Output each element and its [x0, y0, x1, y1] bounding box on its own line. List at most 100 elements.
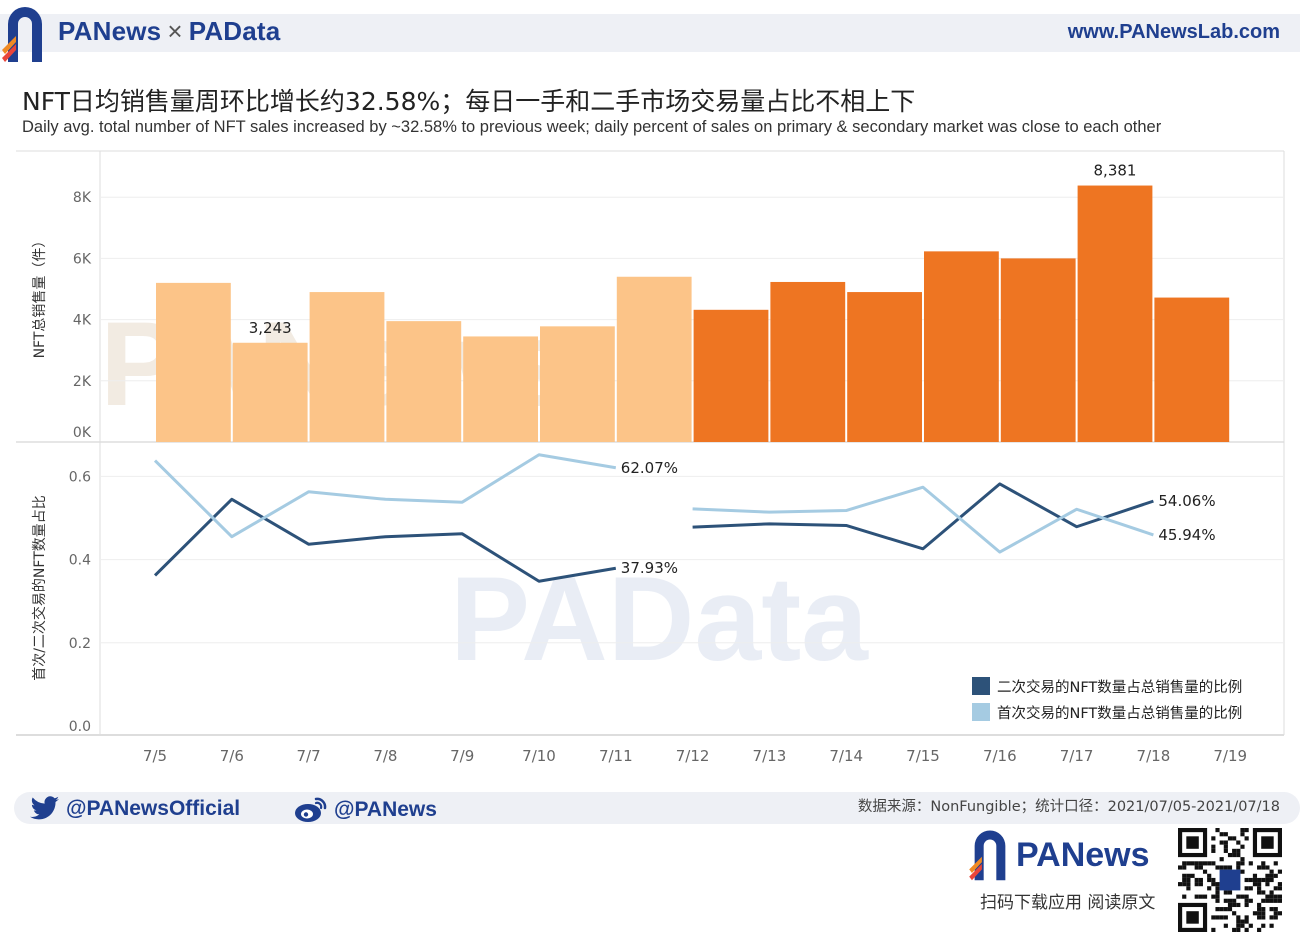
bar-7-8 — [386, 321, 462, 442]
qr-module — [1227, 898, 1233, 903]
site-url-link[interactable]: www.PANewsLab.com — [1067, 21, 1280, 43]
bottom-brand: PANews — [1016, 836, 1150, 874]
qr-module — [1265, 882, 1270, 887]
qr-finder-core — [1261, 836, 1274, 849]
qr-module — [1232, 852, 1237, 858]
qr-module — [1186, 861, 1191, 866]
qr-module — [1277, 898, 1282, 903]
qr-module — [1240, 857, 1245, 862]
qr-module — [1252, 911, 1258, 916]
qr-module — [1240, 861, 1245, 866]
qr-module — [1265, 898, 1270, 903]
qr-module — [1261, 915, 1266, 920]
bar-data-label: 8,381 — [1094, 162, 1137, 180]
qr-module — [1198, 894, 1203, 899]
qr-module — [1244, 915, 1249, 920]
qr-module — [1190, 873, 1195, 878]
qr-module — [1219, 865, 1224, 870]
qr-module — [1207, 886, 1212, 891]
xtick-label: 7/14 — [829, 747, 863, 765]
qr-module — [1186, 886, 1191, 891]
qr-module — [1257, 907, 1262, 912]
qr-module — [1273, 915, 1278, 920]
qr-module — [1232, 898, 1237, 903]
qr-module — [1236, 840, 1241, 845]
qr-module — [1198, 882, 1203, 887]
qr-module — [1273, 886, 1278, 891]
line-ytick-label: 0.6 — [69, 469, 91, 485]
bar-ytick-label: 6K — [73, 251, 92, 267]
qr-module — [1232, 836, 1237, 841]
qr-module — [1215, 894, 1220, 899]
qr-module — [1215, 882, 1220, 887]
bar-7-12 — [693, 309, 769, 442]
qr-module — [1257, 865, 1262, 870]
qr-module — [1244, 919, 1249, 924]
qr-module — [1202, 861, 1208, 866]
qr-module — [1232, 911, 1237, 916]
line-series-1-week2 — [692, 485, 1154, 554]
twitter-icon — [30, 796, 59, 820]
qr-module — [1223, 832, 1228, 837]
xtick-label: 7/17 — [1060, 747, 1094, 765]
bar-7-10 — [540, 326, 615, 442]
bar-ytick-label: 4K — [73, 313, 92, 329]
qr-module — [1227, 852, 1233, 858]
qr-module — [1223, 840, 1228, 845]
qr-module — [1215, 915, 1220, 920]
brand-separator: × — [167, 16, 183, 46]
qr-module — [1178, 882, 1183, 887]
qr-module — [1257, 927, 1262, 932]
qr-code-icon[interactable] — [1178, 828, 1282, 932]
qr-finder-core — [1186, 911, 1199, 924]
qr-module — [1273, 894, 1278, 899]
qr-module — [1223, 844, 1228, 849]
bar-ytick-label: 0K — [73, 425, 92, 441]
qr-module — [1182, 877, 1187, 883]
line-end-label: 45.94% — [1158, 526, 1215, 544]
qr-module — [1269, 869, 1274, 874]
line-series-0-week2 — [692, 482, 1154, 551]
qr-module — [1198, 877, 1203, 883]
line-end-label: 62.07% — [621, 459, 678, 477]
qr-module — [1236, 915, 1241, 920]
weibo-handle-text: @PANews — [334, 798, 437, 821]
qr-module — [1182, 882, 1187, 887]
qr-module — [1265, 877, 1270, 883]
weibo-handle[interactable]: @PANews — [294, 796, 437, 824]
qr-module — [1223, 923, 1228, 928]
qr-module — [1252, 877, 1258, 883]
qr-module — [1265, 865, 1270, 870]
bar-7-17 — [1077, 185, 1153, 443]
qr-module — [1277, 882, 1282, 887]
qr-module — [1261, 865, 1266, 870]
qr-module — [1182, 873, 1187, 878]
qr-module — [1236, 923, 1241, 928]
xtick-label: 7/11 — [599, 747, 633, 765]
qr-module — [1273, 911, 1278, 916]
qr-module — [1269, 923, 1274, 928]
xtick-label: 7/16 — [983, 747, 1017, 765]
qr-module — [1252, 882, 1258, 887]
qr-module — [1194, 882, 1199, 887]
xtick-label: 7/8 — [373, 747, 397, 765]
header-bar — [0, 14, 1300, 52]
qr-module — [1269, 877, 1274, 883]
qr-module — [1227, 907, 1233, 912]
panews-bottom-logo-icon — [969, 830, 1006, 881]
qr-module — [1240, 894, 1245, 899]
chart-canvas: PANews PAData 0K2K4K6K8KNFT总销售量（件）0.00.2… — [16, 150, 1285, 765]
bar-7-15 — [924, 251, 999, 442]
qr-module — [1223, 865, 1228, 870]
bar-ytick-label: 8K — [73, 190, 92, 206]
qr-module — [1257, 882, 1262, 887]
qr-module — [1269, 915, 1274, 920]
qr-module — [1215, 886, 1220, 891]
qr-module — [1248, 861, 1253, 866]
xtick-label: 7/18 — [1137, 747, 1171, 765]
weibo-icon — [295, 797, 327, 822]
twitter-handle-text: @PANewsOfficial — [66, 797, 241, 820]
twitter-handle[interactable]: @PANewsOfficial — [30, 796, 240, 822]
data-source-note: 数据来源：NonFungible；统计口径：2021/07/05-2021/07… — [857, 799, 1280, 815]
legend-swatch-0 — [972, 677, 990, 695]
